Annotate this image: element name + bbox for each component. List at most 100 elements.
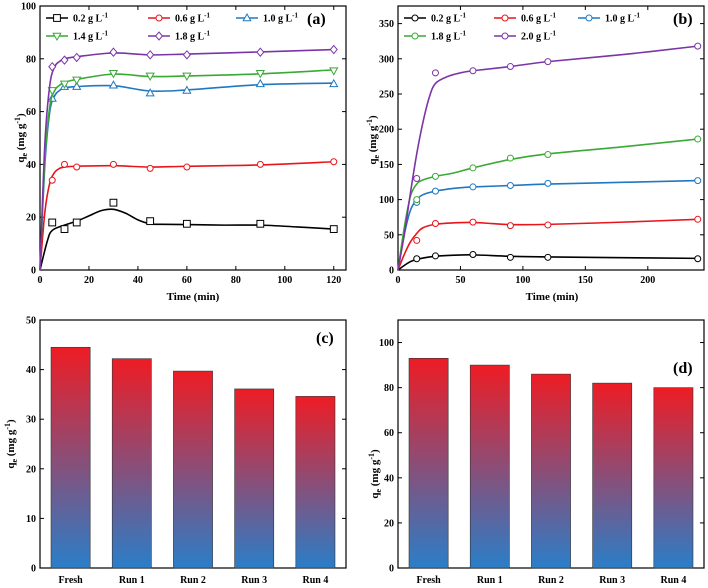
b-data-point: [544, 221, 552, 229]
a-series-2: [39, 78, 339, 271]
b-legend-text: 0.6 g L-1: [521, 12, 557, 25]
d-bar: [592, 382, 633, 569]
c-ytick-label: 30: [26, 415, 36, 426]
b-legend-item: 1.0 g L-1: [578, 12, 641, 25]
c-ytick-label: 40: [26, 365, 36, 376]
d-ytick-label: 80: [384, 383, 394, 394]
b-ytick-label: 100: [379, 195, 394, 206]
a-data-point: [108, 80, 119, 89]
a-legend-marker: [154, 31, 164, 41]
panel-b-frame: [397, 5, 705, 271]
a-data-point: [256, 160, 264, 168]
d-bar: [408, 358, 449, 569]
a-series-4: [39, 44, 338, 271]
a-xtick-label: 60: [182, 275, 192, 286]
a-fit-line: [39, 208, 334, 271]
panel-b-ylabel: qe (mg g-1): [365, 115, 381, 165]
b-data-point: [694, 215, 702, 223]
d-ytick-label: 100: [379, 338, 394, 349]
b-series-1: [397, 215, 702, 271]
a-xtick-label: 40: [133, 275, 143, 286]
a-data-point: [183, 163, 191, 171]
d-bar: [653, 387, 694, 569]
b-data-point: [431, 69, 439, 77]
d-xtick-label: Run 2: [538, 575, 564, 586]
a-data-point: [329, 78, 339, 88]
c-ytick-label: 20: [26, 464, 36, 475]
b-data-point: [431, 220, 439, 228]
b-data-point: [506, 222, 514, 230]
b-data-point: [506, 253, 514, 261]
c-xtick-label: Run 2: [180, 575, 206, 586]
b-ytick-label: 250: [379, 90, 394, 101]
b-legend-marker: [411, 14, 419, 22]
b-series-4: [397, 42, 702, 271]
a-data-point: [60, 55, 69, 65]
c-xtick-label: Fresh: [58, 575, 83, 586]
a-data-point: [48, 61, 57, 72]
a-data-point: [47, 87, 57, 96]
a-data-point: [146, 164, 154, 172]
panel-a-label: (a): [307, 11, 326, 28]
b-data-point: [469, 183, 477, 191]
a-series-1: [39, 158, 338, 271]
a-legend-marker: [52, 32, 62, 42]
panel-a: (a) Time (min) qe (mg g-1) 0 20 40 60 80 100 0…: [13, 2, 347, 303]
a-legend-item: 1.8 g L-1: [148, 30, 211, 43]
a-data-point: [146, 217, 155, 226]
panel-d-ylabel: qe (mg g-1): [367, 449, 383, 499]
b-legend-item: 0.6 g L-1: [494, 12, 557, 25]
b-data-point: [469, 251, 477, 259]
a-data-point: [145, 72, 155, 81]
a-xtick-label: 20: [84, 275, 94, 286]
a-legend-text: 0.6 g L-1: [175, 12, 211, 25]
a-legend-marker: [155, 14, 163, 22]
b-legend-item: 2.0 g L-1: [494, 30, 557, 43]
b-legend-marker: [501, 14, 509, 22]
a-data-point: [48, 218, 57, 227]
a-data-point: [72, 76, 82, 85]
b-ytick-label: 350: [379, 19, 394, 30]
a-data-point: [59, 80, 70, 89]
a-data-point: [182, 219, 191, 228]
a-legend-item: 1.0 g L-1: [236, 12, 299, 25]
panel-d-label: (d): [673, 360, 693, 377]
b-data-point: [431, 172, 439, 180]
b-fit-line: [397, 179, 698, 271]
b-fit-line: [397, 138, 698, 271]
a-data-point: [329, 67, 339, 76]
a-legend-item: 1.4 g L-1: [46, 30, 109, 43]
b-data-point: [544, 179, 552, 187]
c-bar: [173, 370, 213, 569]
a-data-point: [329, 44, 338, 55]
a-legend-text: 1.0 g L-1: [263, 12, 299, 25]
b-legend-marker: [411, 32, 419, 40]
a-data-point: [72, 81, 82, 90]
b-legend-item: 1.8 g L-1: [404, 30, 467, 43]
b-legend-text: 0.2 g L-1: [431, 12, 467, 25]
a-data-point: [329, 225, 338, 233]
a-fit-line: [39, 48, 334, 271]
b-data-point: [694, 135, 702, 143]
a-data-point: [109, 198, 118, 207]
a-data-point: [60, 225, 69, 233]
a-xtick-label: 80: [231, 275, 241, 286]
b-legend-marker: [585, 14, 593, 22]
a-data-point: [182, 85, 192, 94]
a-data-point: [146, 50, 155, 60]
b-data-point: [469, 67, 477, 75]
a-legend-text: 0.2 g L-1: [73, 12, 109, 25]
a-data-point: [72, 218, 81, 227]
a-data-point: [255, 70, 265, 79]
b-data-point: [544, 253, 552, 261]
c-bar: [234, 388, 275, 569]
a-legend-marker: [242, 12, 252, 22]
a-ytick-label: 100: [21, 2, 36, 13]
b-xtick-label: 50: [455, 275, 465, 286]
c-xtick-label: Run 4: [302, 575, 328, 586]
d-xtick-label: Run 3: [599, 575, 625, 586]
a-legend-item: 0.2 g L-1: [46, 12, 109, 25]
b-data-point: [469, 164, 477, 172]
d-ytick-label: 0: [389, 564, 394, 575]
b-ytick-label: 300: [379, 54, 394, 65]
